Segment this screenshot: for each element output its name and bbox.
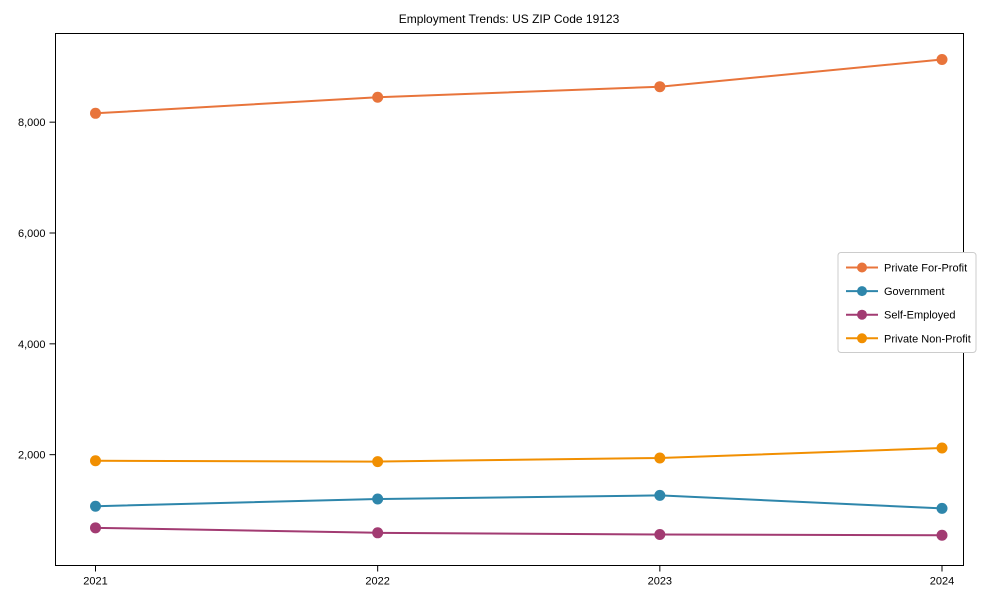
- data-point: [936, 529, 948, 541]
- data-point: [936, 442, 948, 454]
- data-point: [372, 493, 384, 505]
- legend-label: Self-Employed: [884, 310, 956, 322]
- x-tick-label: 2023: [648, 576, 672, 588]
- data-point: [936, 54, 948, 66]
- legend-box: [837, 252, 977, 353]
- data-point: [654, 528, 666, 540]
- data-point: [372, 527, 384, 539]
- legend-sample-marker: [857, 262, 867, 273]
- data-point: [372, 91, 384, 103]
- data-point: [654, 489, 666, 501]
- data-point: [372, 456, 384, 468]
- data-point: [90, 107, 101, 119]
- data-point: [90, 522, 101, 534]
- series-line: [95, 58, 943, 115]
- x-tick-label: 2024: [930, 576, 954, 588]
- data-point: [90, 455, 101, 467]
- series-line: [95, 494, 943, 510]
- data-point: [654, 452, 666, 464]
- legend-sample-marker: [857, 333, 867, 344]
- data-point: [90, 500, 101, 512]
- y-tick-label: 6,000: [18, 228, 46, 240]
- series-line: [95, 447, 943, 463]
- series-line: [95, 526, 943, 537]
- y-tick-label: 8,000: [18, 117, 46, 129]
- y-tick-label: 2,000: [18, 450, 46, 462]
- legend-label: Government: [884, 286, 945, 298]
- plot-border: [55, 33, 964, 566]
- legend-label: Private For-Profit: [884, 263, 967, 275]
- data-point: [936, 502, 948, 514]
- legend-sample-marker: [857, 286, 867, 297]
- chart-title: Employment Trends: US ZIP Code 19123: [398, 12, 620, 26]
- x-tick-label: 2022: [365, 576, 389, 588]
- y-tick-label: 4,000: [18, 339, 46, 351]
- legend-sample-marker: [857, 309, 867, 320]
- legend-label: Private Non-Profit: [884, 333, 971, 345]
- x-tick-label: 2021: [83, 576, 107, 588]
- data-point: [654, 81, 666, 93]
